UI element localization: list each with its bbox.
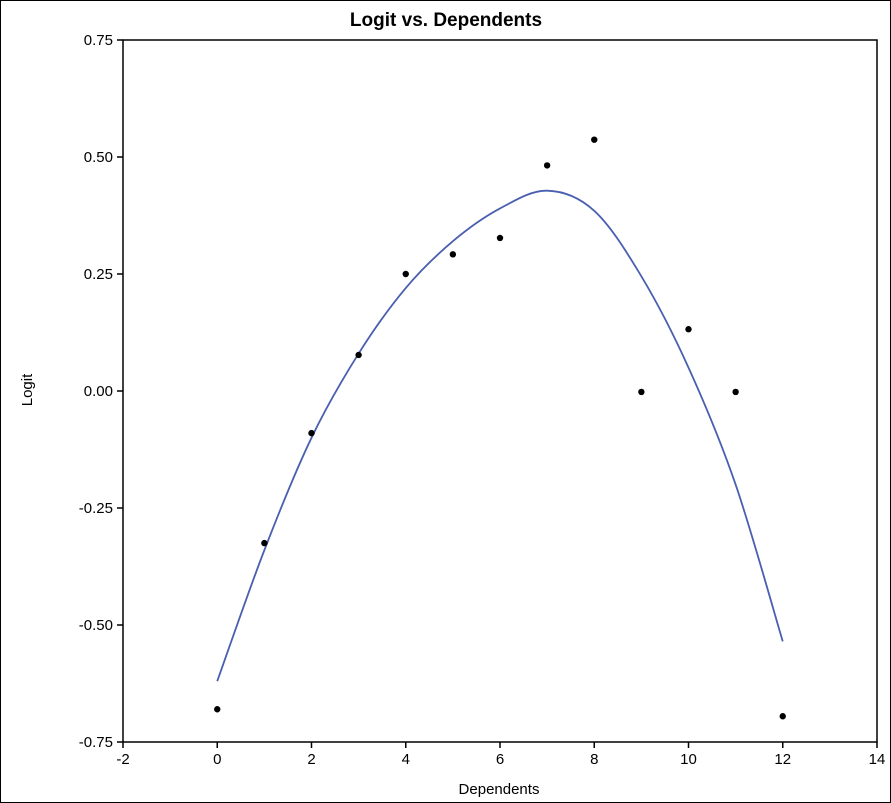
y-tick-label: -0.25 (79, 500, 113, 517)
data-point (449, 251, 457, 258)
y-tick-label: 0.50 (84, 149, 113, 166)
data-point (308, 429, 315, 437)
x-tick-label: 4 (402, 751, 410, 768)
fit-curve-line (216, 189, 784, 682)
y-tick-label: -0.50 (79, 617, 113, 634)
data-point (496, 234, 504, 242)
data-points (214, 136, 786, 720)
x-tick-label: 0 (213, 751, 221, 768)
x-tick-label: 6 (496, 751, 504, 768)
x-axis-label: Dependents (459, 781, 540, 798)
data-point (214, 706, 221, 713)
x-tick-label: 8 (590, 751, 598, 768)
data-point (402, 270, 409, 278)
data-point (638, 388, 645, 396)
y-tick-label: 0.00 (84, 383, 113, 400)
plot-area (122, 39, 878, 743)
chart-title: Logit vs. Dependents (350, 10, 542, 31)
data-point (685, 326, 692, 333)
y-axis-label: Logit (19, 373, 36, 406)
y-tick-label: 0.25 (84, 266, 113, 283)
data-point (355, 351, 362, 359)
x-tick-label: -2 (116, 751, 129, 768)
x-tick-label: 14 (869, 751, 886, 768)
axis-ticks: -2 0 2 4 6 8 10 12 14 0.75 0.50 0.25 0.00 -0.25 -0.50 -… (79, 32, 886, 768)
y-tick-label: 0.75 (84, 32, 113, 49)
data-point (732, 388, 739, 396)
data-point (543, 162, 551, 169)
fit-curve-layer (216, 189, 784, 682)
data-point (591, 136, 598, 143)
x-tick-label: 10 (680, 751, 697, 768)
data-point (261, 539, 268, 547)
data-point (779, 713, 786, 720)
x-tick-label: 2 (307, 751, 315, 768)
x-tick-label: 12 (774, 751, 791, 768)
y-tick-label: -0.75 (79, 734, 113, 751)
